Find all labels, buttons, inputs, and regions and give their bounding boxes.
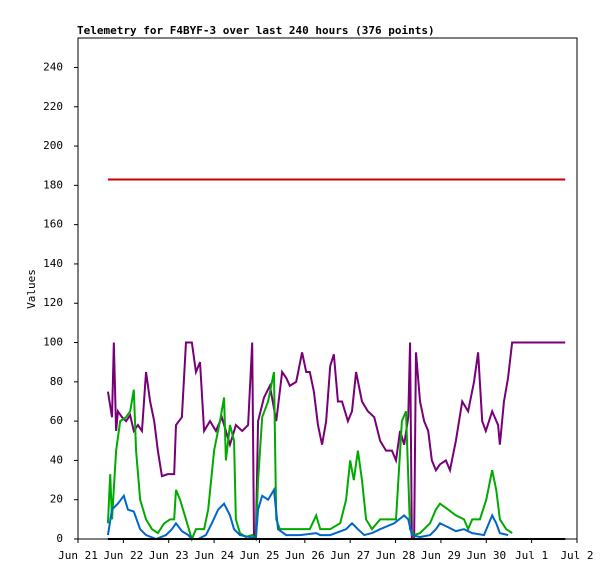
y-tick-label: 140 (43, 257, 63, 270)
x-tick-label: Jul 2 (560, 549, 593, 562)
y-tick-label: 200 (43, 139, 63, 152)
x-tick-label: Jun 27 (330, 549, 370, 562)
x-tick-label: Jun 23 (149, 549, 189, 562)
y-tick-label: 160 (43, 218, 63, 231)
x-tick-label: Jun 26 (285, 549, 325, 562)
y-tick-label: 40 (50, 453, 63, 466)
y-tick-label: 80 (50, 375, 63, 388)
y-tick-label: 100 (43, 336, 63, 349)
x-tick-label: Jun 21 (58, 549, 98, 562)
y-tick-label: 120 (43, 296, 63, 309)
series-line (106, 371, 513, 542)
chart-title: Telemetry for F4BYF-3 over last 240 hour… (77, 24, 435, 37)
y-tick-label: 20 (50, 493, 63, 506)
y-tick-label: 180 (43, 178, 63, 191)
x-tick-label: Jun 28 (376, 549, 416, 562)
x-tick-label: Jun 25 (240, 549, 280, 562)
series-line (106, 341, 566, 540)
series-line (106, 486, 509, 541)
y-axis-label: Values (25, 269, 38, 309)
x-tick-label: Jul 1 (515, 549, 548, 562)
x-tick-label: Jun 22 (103, 549, 143, 562)
x-tick-label: Jun 29 (421, 549, 461, 562)
y-tick-label: 240 (43, 60, 63, 73)
x-tick-label: Jun 24 (194, 549, 234, 562)
x-tick-label: Jun 30 (466, 549, 506, 562)
y-tick-label: 220 (43, 100, 63, 113)
y-tick-label: 60 (50, 414, 63, 427)
y-tick-label: 0 (56, 532, 63, 545)
